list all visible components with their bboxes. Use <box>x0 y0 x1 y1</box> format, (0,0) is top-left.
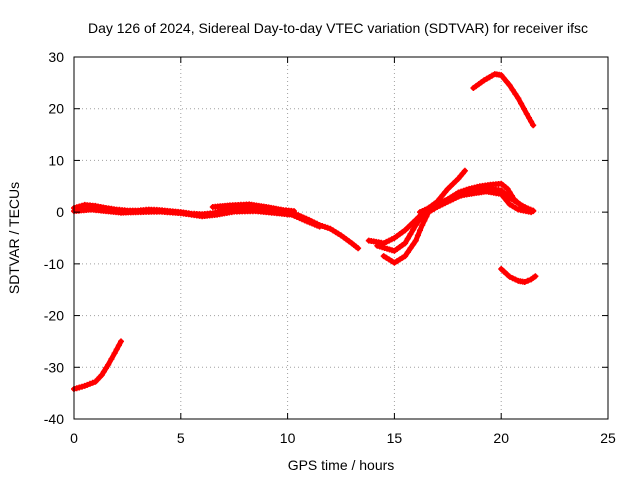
y-tick-label-3: -10 <box>44 256 64 272</box>
data-point-arc-mid-c-12 <box>412 237 419 244</box>
y-tick-label-7: 30 <box>48 49 64 65</box>
data-point-arc-high-right-20 <box>523 110 530 117</box>
data-point-arc-high-right-22 <box>528 118 535 125</box>
data-point-arc-high-right-21 <box>526 114 532 121</box>
data-point-arc-low-start-13 <box>103 365 109 372</box>
data-point-arc-low-right-9 <box>521 279 528 285</box>
y-tick-label-6: 20 <box>48 101 64 117</box>
plot-frame <box>73 56 609 420</box>
series-arc-low-right <box>498 266 539 285</box>
data-point-arc-mid-b-25 <box>439 192 446 199</box>
data-point-arc-low-start-16 <box>111 350 118 357</box>
y-tick-label-5: 10 <box>48 152 64 168</box>
data-point-arc-mid-c-17 <box>423 213 430 220</box>
data-point-arc-high-right-12 <box>501 75 507 82</box>
series-layer <box>71 71 539 392</box>
x-tick-label-2: 10 <box>280 430 296 446</box>
series-arc-low-start <box>71 338 124 392</box>
data-point-arc-mid-b-17 <box>418 214 425 221</box>
data-point-arc-high-right-18 <box>518 100 525 107</box>
data-point-arc-mid-b-15 <box>412 222 419 229</box>
data-point-arc-high-right-23 <box>530 122 537 129</box>
chart-title: Day 126 of 2024, Sidereal Day-to-day VTE… <box>88 20 588 36</box>
series-arc-main-2 <box>71 206 323 230</box>
data-point-arc-mid-a-53 <box>504 185 511 192</box>
x-tick-label-5: 25 <box>600 430 616 446</box>
data-point-arc-high-right-19 <box>521 105 527 112</box>
data-point-arc-mid-d-35 <box>503 197 510 204</box>
data-point-arc-mid-b-14 <box>410 226 417 233</box>
series-arc-mid-d <box>417 188 535 216</box>
data-point-arc-mid-b-13 <box>407 231 414 238</box>
y-tick-label-1: -30 <box>44 359 64 375</box>
data-point-arc-low-start-15 <box>108 356 115 362</box>
data-point-arc-mid-c-14 <box>417 227 423 234</box>
data-point-arc-mid-c-15 <box>419 222 426 229</box>
data-point-arc-mid-b-16 <box>415 218 422 225</box>
y-tick-label-0: -40 <box>44 411 64 427</box>
data-point-arc-mid-b-26 <box>442 189 449 196</box>
x-tick-label-4: 20 <box>493 430 509 446</box>
data-point-arc-mid-d-44 <box>528 209 535 216</box>
data-point-arc-low-start-11 <box>98 372 105 378</box>
data-point-arc-high-right-16 <box>512 91 519 98</box>
data-point-arc-mid-b-12 <box>404 235 411 242</box>
y-tick-label-4: 0 <box>56 204 64 220</box>
x-axis-label: GPS time / hours <box>288 457 395 473</box>
data-point-arc-high-right-15 <box>509 86 516 93</box>
data-point-arc-low-start-17 <box>113 346 120 353</box>
data-point-arc-low-start-14 <box>105 361 112 368</box>
data-point-arc-mid-c-16 <box>421 217 428 224</box>
data-point-arc-low-start-18 <box>115 342 122 349</box>
tick-layer: 0 5 10 15 20 25 -40 -30 -20 -10 0 10 20 30 <box>44 49 616 446</box>
series-arc-high-right <box>470 71 537 129</box>
data-point-arc-mid-d-34 <box>501 194 507 201</box>
series-arc-main-3 <box>209 201 297 215</box>
y-tick-label-2: -20 <box>44 308 64 324</box>
data-point-arc-high-right-14 <box>506 82 513 89</box>
x-tick-label-0: 0 <box>70 430 78 446</box>
data-point-arc-mid-b-34 <box>461 167 468 174</box>
data-point-arc-mid-c-13 <box>414 232 421 239</box>
data-point-arc-high-right-13 <box>503 79 510 85</box>
data-point-arc-low-right-13 <box>532 273 539 280</box>
x-tick-label-1: 5 <box>177 430 185 446</box>
data-point-arc-main-2-96 <box>316 223 323 230</box>
data-point-arc-mid-c-8 <box>402 253 409 260</box>
y-axis-label: SDTVAR / TECUs <box>6 182 22 294</box>
data-point-arc-mid-b-11 <box>402 240 409 247</box>
data-point-arc-mid-d-33 <box>498 191 505 197</box>
data-point-arc-high-right-17 <box>515 95 522 102</box>
data-point-arc-mid-c-11 <box>410 241 417 248</box>
data-point-arc-low-start-19 <box>118 338 124 345</box>
data-point-arc-low-start-12 <box>100 368 107 375</box>
x-tick-label-3: 15 <box>387 430 403 446</box>
data-point-arc-low-right-10 <box>524 277 531 284</box>
data-point-arc-main-3-32 <box>291 208 297 215</box>
data-point-arc-high-right-11 <box>498 72 505 79</box>
data-point-arc-mid-c-9 <box>404 249 411 256</box>
data-point-arc-mid-c-10 <box>407 245 414 252</box>
data-point-arc-main-1-107 <box>355 245 362 252</box>
